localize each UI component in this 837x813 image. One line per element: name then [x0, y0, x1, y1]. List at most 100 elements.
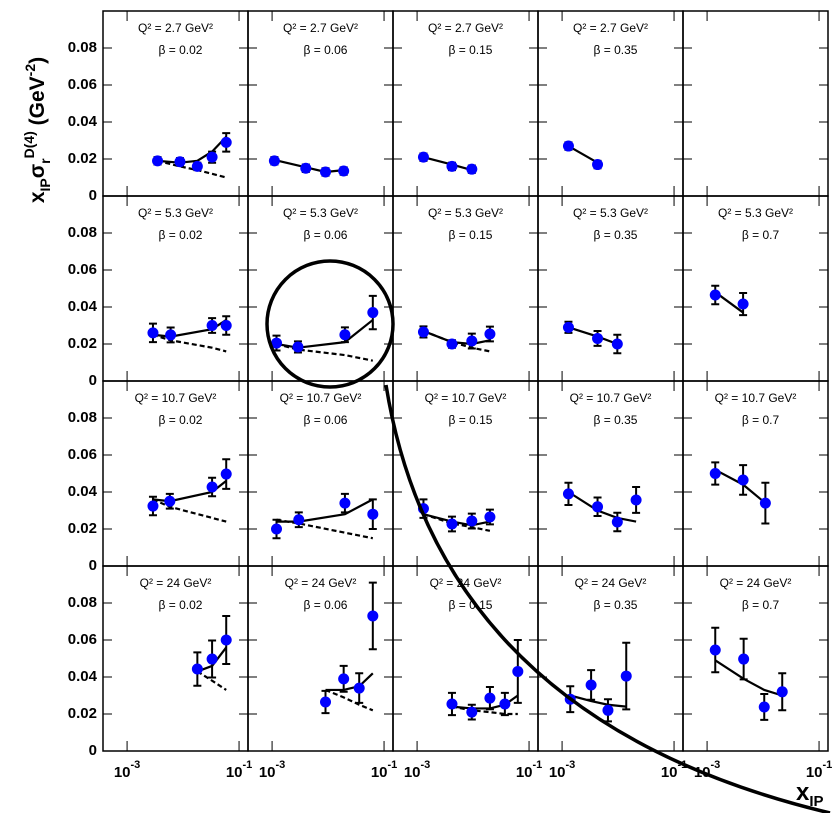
data-point	[417, 326, 429, 338]
data-point	[191, 663, 203, 675]
beta-label: β = 0.35	[594, 413, 638, 427]
data-point	[147, 327, 159, 339]
x-tick-label: 10-1	[661, 759, 687, 781]
y-tick-label: 0.02	[68, 705, 97, 722]
beta-label: β = 0.35	[594, 43, 638, 57]
q2-label: Q² = 24 GeV²	[430, 576, 502, 590]
pointer-curve	[384, 384, 831, 813]
data-point	[339, 497, 351, 509]
q2-label: Q² = 5.3 GeV²	[718, 206, 793, 220]
data-point	[446, 698, 458, 710]
y-tick-label: 0.04	[68, 668, 98, 685]
y-tick-label: 0	[89, 557, 97, 574]
y-tick-label: 0	[89, 187, 97, 204]
data-point	[174, 156, 186, 168]
q2-label: Q² = 2.7 GeV²	[573, 21, 648, 35]
x-tick-exp: -3	[421, 759, 431, 771]
x-tick-base: 10	[404, 764, 421, 781]
fit-curve-dashed	[196, 670, 227, 691]
beta-label: β = 0.06	[304, 413, 348, 427]
fit-curve	[567, 145, 599, 164]
data-point	[338, 165, 350, 177]
y-label-part: IP	[37, 178, 53, 191]
data-point	[353, 682, 365, 694]
x-tick-label: 10-3	[114, 759, 140, 781]
data-point	[417, 151, 429, 163]
x-tick-base: 10	[516, 764, 533, 781]
fit-curve	[276, 319, 374, 349]
x-tick-label: 10-1	[806, 759, 832, 781]
x-tick-exp: -3	[276, 759, 286, 771]
data-point	[737, 474, 749, 486]
data-point	[620, 670, 632, 682]
q2-label: Q² = 10.7 GeV²	[280, 391, 362, 405]
data-point	[220, 136, 232, 148]
q2-label: Q² = 24 GeV²	[575, 576, 647, 590]
data-point	[484, 692, 496, 704]
fit-curve	[567, 491, 637, 523]
data-point	[293, 514, 305, 526]
data-point	[776, 686, 788, 698]
y-tick-label: 0.08	[68, 224, 97, 241]
panel-frame	[102, 195, 249, 382]
data-point	[220, 468, 232, 480]
beta-label: β = 0.02	[159, 413, 203, 427]
fit-curve	[152, 480, 227, 503]
data-point	[367, 307, 379, 319]
beta-label: β = 0.06	[304, 228, 348, 242]
y-tick-label: 0.06	[68, 261, 97, 278]
beta-label: β = 0.35	[594, 598, 638, 612]
x-tick-exp: -1	[388, 759, 398, 771]
fit-curve-dashed	[451, 705, 518, 716]
y-tick-label: 0.04	[68, 298, 98, 315]
fit-curve	[157, 136, 228, 164]
q2-label: Q² = 10.7 GeV²	[715, 391, 797, 405]
data-point	[338, 673, 350, 685]
fit-curve-dashed	[325, 688, 374, 712]
y-tick-label: 0.02	[68, 520, 97, 537]
data-point	[300, 162, 312, 174]
fit-curve-dashed	[423, 513, 491, 532]
data-point	[320, 696, 332, 708]
q2-label: Q² = 10.7 GeV²	[135, 391, 217, 405]
panel-frame	[392, 380, 539, 567]
data-point	[592, 501, 604, 513]
x-axis-label: xIP	[796, 779, 824, 810]
q2-label: Q² = 5.3 GeV²	[283, 206, 358, 220]
x-tick-label: 10-3	[259, 759, 285, 781]
data-point	[206, 653, 218, 665]
beta-label: β = 0.15	[449, 228, 493, 242]
x-tick-base: 10	[259, 764, 276, 781]
y-label-part: r	[37, 158, 53, 164]
data-point	[562, 321, 574, 333]
x-tick-label: 10-3	[549, 759, 575, 781]
beta-label: β = 0.15	[449, 43, 493, 57]
panel-frame	[247, 565, 394, 752]
data-point	[147, 500, 159, 512]
panel-frame	[537, 10, 684, 197]
data-point	[206, 481, 218, 493]
x-tick-exp: -1	[243, 759, 253, 771]
data-point	[271, 337, 283, 349]
q2-label: Q² = 2.7 GeV²	[283, 21, 358, 35]
data-point	[512, 665, 524, 677]
panel-frame	[537, 565, 684, 752]
data-point	[206, 151, 218, 163]
data-point	[367, 508, 379, 520]
q2-label: Q² = 5.3 GeV²	[573, 206, 648, 220]
y-tick-label: 0.04	[68, 483, 98, 500]
data-point	[562, 488, 574, 500]
data-point	[758, 701, 770, 713]
x-label-part: IP	[809, 793, 823, 810]
data-point	[737, 298, 749, 310]
data-point	[152, 155, 164, 167]
beta-label: β = 0.15	[449, 598, 493, 612]
y-tick-label: 0.06	[68, 446, 97, 463]
data-point	[220, 320, 232, 331]
data-point	[271, 523, 283, 535]
data-point	[220, 634, 232, 646]
data-point	[738, 653, 750, 665]
fit-curve	[423, 513, 491, 527]
x-tick-exp: -3	[566, 759, 576, 771]
